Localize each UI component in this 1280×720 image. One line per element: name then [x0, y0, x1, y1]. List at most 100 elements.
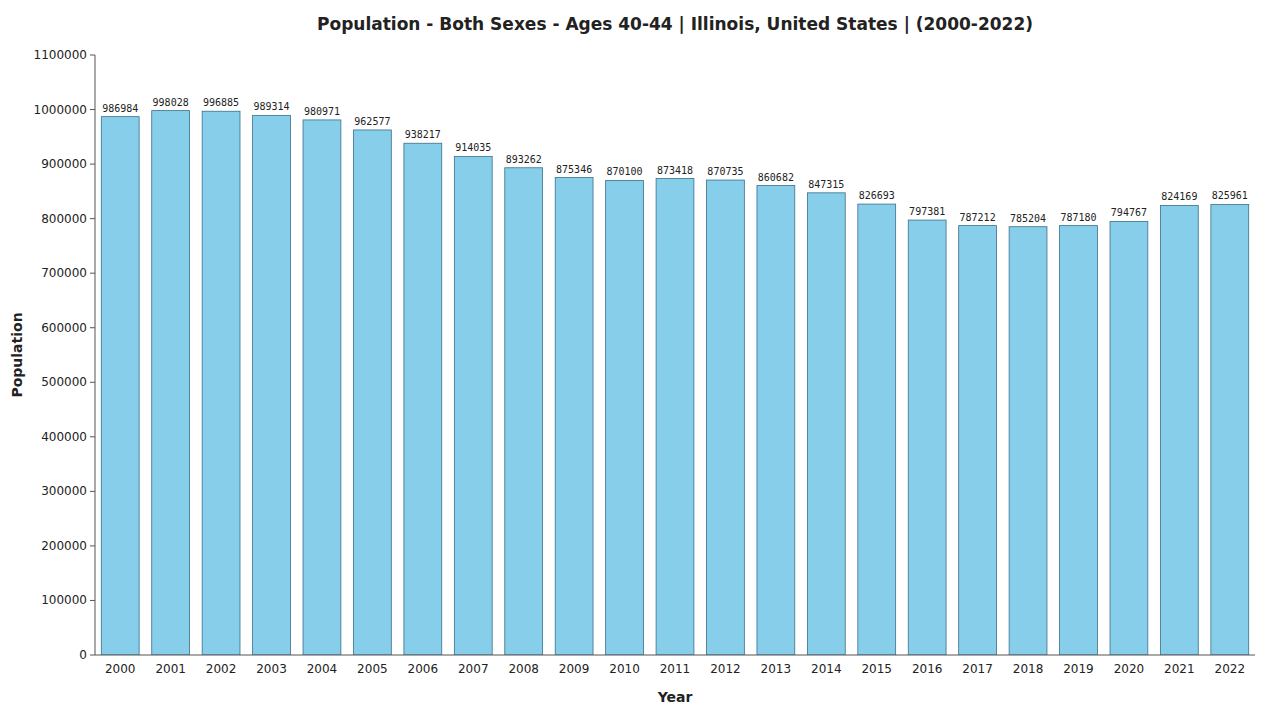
- y-tick: [90, 600, 95, 601]
- bars: [101, 111, 1248, 655]
- bar: [303, 120, 341, 655]
- bar: [101, 117, 139, 655]
- data-label: 860682: [758, 172, 794, 183]
- bar: [858, 204, 896, 655]
- y-tick-label: 900000: [41, 157, 87, 171]
- data-label: 794767: [1111, 207, 1147, 218]
- data-label: 986984: [102, 103, 138, 114]
- x-tick-label: 2000: [105, 662, 136, 676]
- y-tick-label: 600000: [41, 321, 87, 335]
- data-label: 980971: [304, 106, 340, 117]
- y-tick-label: 200000: [41, 539, 87, 553]
- y-tick-label: 300000: [41, 484, 87, 498]
- data-label: 989314: [253, 101, 289, 112]
- bar: [807, 193, 845, 655]
- x-tick-label: 2015: [861, 662, 892, 676]
- y-tick: [90, 164, 95, 165]
- bar: [454, 156, 492, 655]
- chart-svg: Population - Both Sexes - Ages 40-44 | I…: [0, 0, 1280, 720]
- x-tick-label: 2007: [458, 662, 489, 676]
- data-label: 870100: [607, 166, 643, 177]
- bar: [253, 115, 291, 655]
- bar: [404, 143, 442, 655]
- data-label: 998028: [153, 97, 189, 108]
- x-tick-label: 2001: [155, 662, 186, 676]
- x-tick-label: 2002: [206, 662, 237, 676]
- y-axis-line: [95, 55, 96, 655]
- x-tick-label: 2003: [256, 662, 287, 676]
- y-tick: [90, 55, 95, 56]
- y-tick: [90, 218, 95, 219]
- bar: [1160, 205, 1198, 655]
- y-tick: [90, 327, 95, 328]
- bar: [1009, 227, 1047, 655]
- y-tick: [90, 491, 95, 492]
- x-tick-label: 2016: [912, 662, 943, 676]
- x-tick-label: 2008: [508, 662, 539, 676]
- bar: [757, 186, 795, 655]
- x-tick-label: 2020: [1114, 662, 1145, 676]
- data-label: 938217: [405, 129, 441, 140]
- bar: [959, 226, 997, 655]
- y-tick: [90, 436, 95, 437]
- y-tick-label: 700000: [41, 266, 87, 280]
- bar: [1110, 221, 1148, 655]
- data-label: 914035: [455, 142, 491, 153]
- x-tick-label: 2004: [307, 662, 338, 676]
- x-axis-title: Year: [657, 689, 693, 705]
- y-tick: [90, 273, 95, 274]
- bar: [555, 178, 593, 655]
- bar: [908, 220, 946, 655]
- data-label: 962577: [354, 116, 390, 127]
- x-tick-label: 2019: [1063, 662, 1094, 676]
- x-tick-label: 2011: [660, 662, 691, 676]
- data-label: 847315: [808, 179, 844, 190]
- data-label: 893262: [506, 154, 542, 165]
- data-label: 787212: [960, 212, 996, 223]
- x-tick-label: 2012: [710, 662, 741, 676]
- x-tick-label: 2005: [357, 662, 388, 676]
- bar: [1211, 204, 1249, 655]
- data-label: 870735: [707, 166, 743, 177]
- data-label: 825961: [1212, 190, 1248, 201]
- data-label: 824169: [1161, 191, 1197, 202]
- bar: [1060, 226, 1098, 655]
- data-label: 996885: [203, 97, 239, 108]
- bar: [656, 179, 694, 655]
- bar: [202, 111, 240, 655]
- data-label: 875346: [556, 164, 592, 175]
- x-tick-label: 2010: [609, 662, 640, 676]
- data-label: 826693: [859, 190, 895, 201]
- y-tick-label: 400000: [41, 430, 87, 444]
- y-tick-label: 500000: [41, 375, 87, 389]
- x-tick-label: 2017: [962, 662, 993, 676]
- chart-title: Population - Both Sexes - Ages 40-44 | I…: [317, 14, 1033, 34]
- x-tick-label: 2013: [761, 662, 792, 676]
- chart-container: Population - Both Sexes - Ages 40-44 | I…: [0, 0, 1280, 720]
- y-tick-label: 1000000: [34, 103, 87, 117]
- bar: [353, 130, 391, 655]
- y-tick: [90, 655, 95, 656]
- data-label: 787180: [1060, 212, 1096, 223]
- y-tick: [90, 109, 95, 110]
- x-tick-label: 2009: [559, 662, 590, 676]
- y-tick-label: 1100000: [34, 48, 87, 62]
- x-axis: 2000 2001 2002 2003 2004 2005 2006 2007 2008 2009…: [105, 662, 1245, 676]
- y-tick: [90, 545, 95, 546]
- x-tick-label: 2014: [811, 662, 842, 676]
- bar: [505, 168, 543, 655]
- x-tick-label: 2018: [1013, 662, 1044, 676]
- y-tick: [90, 382, 95, 383]
- data-label: 785204: [1010, 213, 1046, 224]
- y-tick-label: 0: [79, 648, 87, 662]
- bar: [606, 180, 644, 655]
- data-labels: 986984 998028 996885 989314 980971 962577 9382…: [102, 97, 1248, 224]
- y-tick-label: 100000: [41, 593, 87, 607]
- x-tick-label: 2006: [408, 662, 439, 676]
- bar: [152, 111, 190, 655]
- y-tick-label: 800000: [41, 212, 87, 226]
- x-tick-label: 2021: [1164, 662, 1195, 676]
- x-tick-label: 2022: [1215, 662, 1246, 676]
- y-axis-title: Population: [9, 312, 25, 397]
- bar: [707, 180, 745, 655]
